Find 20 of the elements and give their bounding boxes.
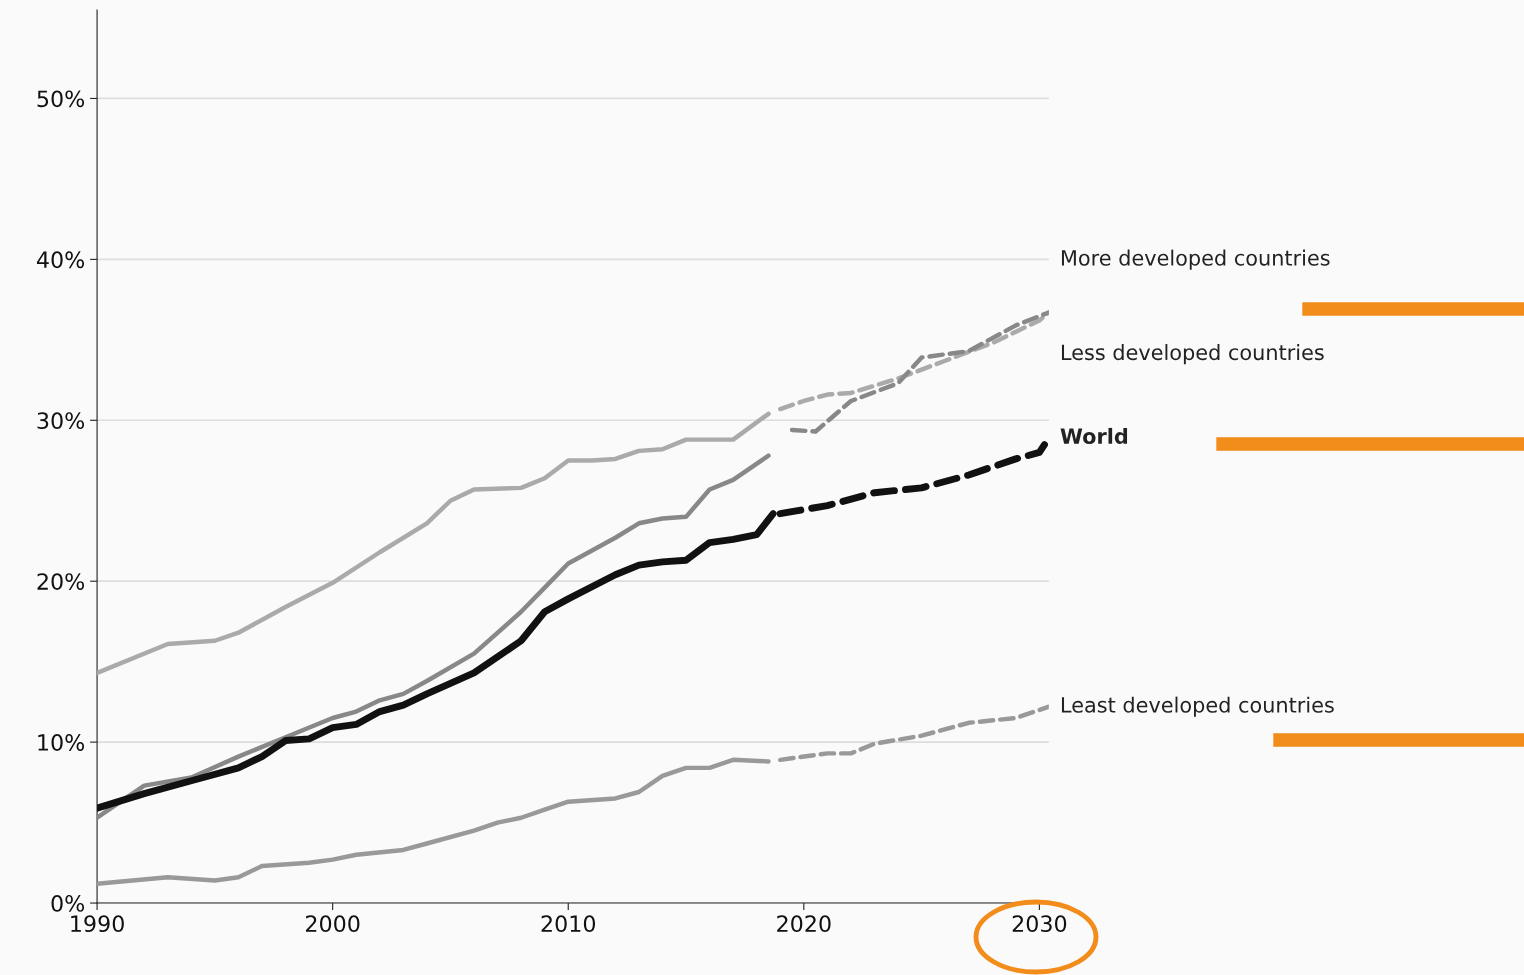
y-tick-label: 40% (36, 251, 85, 269)
y-tick-label: 20% (37, 573, 85, 590)
line-series (789, 310, 1049, 434)
line-series (97, 453, 771, 820)
text: World (1060, 427, 1128, 445)
text: More developed countries (1061, 249, 1330, 270)
x-tick-label: 2010 (541, 915, 596, 933)
x-tick-label: 1990 (71, 915, 124, 933)
x-tick-label: 2000 (306, 915, 360, 933)
y-tick-label: 30% (37, 412, 85, 430)
y-tick-label: 10% (38, 734, 85, 751)
y-tick-label: 50% (37, 90, 85, 108)
y-tick-label: 0% (51, 894, 85, 912)
text: Least developed countries (1061, 696, 1334, 717)
text: Less developed countries (1061, 344, 1324, 365)
x-tick-label: 2030 (1012, 915, 1067, 933)
line-series (97, 411, 771, 676)
x-tick-label: 2020 (777, 915, 831, 933)
line-series (97, 757, 771, 886)
line-series (778, 704, 1049, 763)
